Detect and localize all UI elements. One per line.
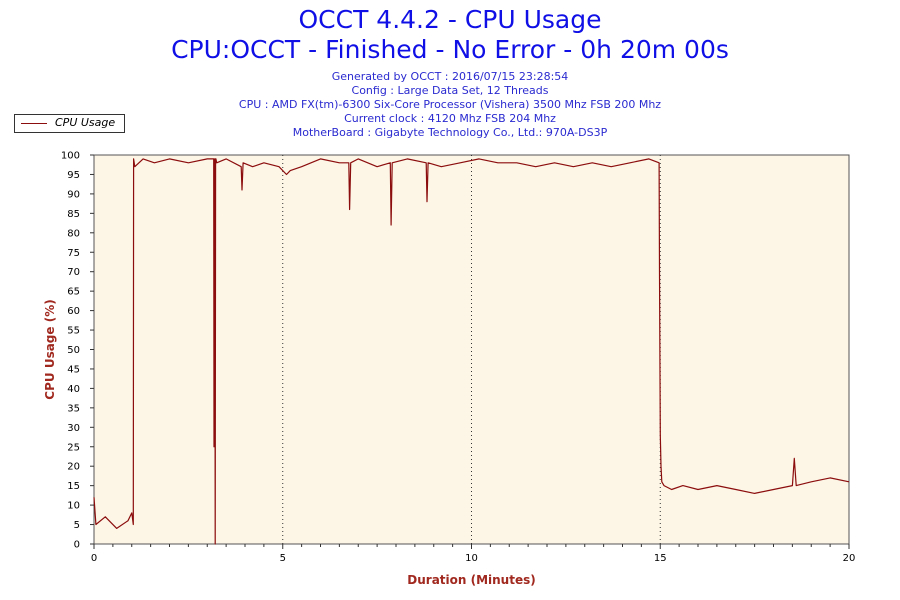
y-tick-label: 20 (67, 462, 80, 473)
y-tick-label: 100 (61, 151, 80, 162)
legend-label: CPU Usage (55, 116, 116, 129)
y-tick-label: 95 (67, 170, 80, 181)
y-tick-label: 80 (67, 228, 80, 239)
y-tick-label: 75 (67, 248, 80, 259)
x-tick-label: 20 (843, 553, 856, 564)
info-motherboard: MotherBoard : Gigabyte Technology Co., L… (292, 126, 608, 139)
x-tick-label: 10 (465, 553, 478, 564)
y-tick-label: 30 (67, 423, 80, 434)
x-tick-label: 15 (654, 553, 667, 564)
series-line-cpu-usage (93, 158, 850, 545)
y-tick-label: 10 (67, 501, 80, 512)
y-tick-label: 60 (67, 306, 80, 317)
y-tick-label: 25 (67, 442, 80, 453)
y-tick-label: 65 (67, 287, 80, 298)
legend: CPU Usage (14, 114, 125, 133)
x-tick-label: 5 (280, 553, 286, 564)
y-tick-label: 40 (67, 384, 80, 395)
info-cpu: CPU : AMD FX(tm)-6300 Six-Core Processor… (238, 98, 662, 111)
chart-subtitle: CPU:OCCT - Finished - No Error - 0h 20m … (171, 35, 729, 64)
y-tick-label: 50 (67, 345, 80, 356)
legend-swatch (21, 123, 47, 124)
chart-title: OCCT 4.4.2 - CPU Usage (298, 5, 602, 34)
info-config: Config : Large Data Set, 12 Threads (351, 84, 549, 97)
info-current-clock: Current clock : 4120 Mhz FSB 204 Mhz (344, 112, 556, 125)
y-tick-label: 35 (67, 403, 80, 414)
y-tick-label: 55 (67, 326, 80, 337)
x-axis-label: Duration (Minutes) (407, 573, 535, 587)
y-axis-label: CPU Usage (%) (43, 299, 57, 399)
y-tick-label: 5 (74, 520, 80, 531)
y-tick-label: 70 (67, 267, 80, 278)
info-generated: Generated by OCCT : 2016/07/15 23:28:54 (331, 70, 569, 83)
y-tick-label: 45 (67, 364, 80, 375)
plot-area (93, 154, 850, 545)
x-tick-label: 0 (91, 553, 97, 564)
y-tick-label: 90 (67, 189, 80, 200)
y-tick-label: 15 (67, 481, 80, 492)
y-tick-label: 0 (74, 540, 80, 551)
y-tick-label: 85 (67, 209, 80, 220)
